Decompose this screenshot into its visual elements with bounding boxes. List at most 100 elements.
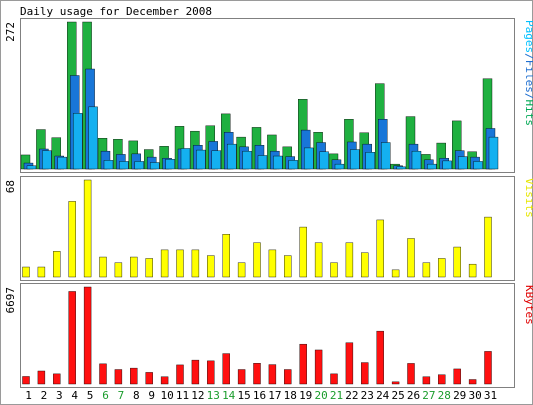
bar-pages-day-11 [180,148,191,170]
bar-pages-day-25 [396,166,406,170]
legend-part-kbytes-0: KBytes [523,285,533,325]
panel-legend-hits-files-pages: Pages/Files/Hits [523,20,533,126]
bar-kbytes-day-1 [22,376,30,385]
bar-visits-day-24 [376,219,384,278]
bar-pages-day-7 [119,161,129,170]
chart-title: Daily usage for December 2008 [20,5,212,18]
x-label-day-3: 3 [56,389,63,402]
bar-kbytes-day-20 [314,349,323,385]
bar-pages-day-16 [257,155,268,170]
bar-kbytes-day-3 [53,373,61,385]
bar-pages-day-18 [288,160,298,170]
bar-pages-day-17 [273,155,283,170]
bar-pages-day-8 [134,161,145,170]
bar-visits-day-6 [99,256,107,278]
bar-visits-day-20 [314,242,323,278]
bar-pages-day-12 [196,149,206,170]
bar-visits-day-17 [268,249,277,278]
x-label-day-17: 17 [268,389,281,402]
panel-max-label-kbytes: 6697 [4,287,17,314]
panel-visits: 68 Visits [4,176,533,281]
panel-max-label-visits: 68 [4,180,17,193]
bar-visits-day-23 [361,252,369,278]
bar-pages-day-30 [473,161,483,170]
panel-max-label-hits-files-pages: 272 [4,22,17,42]
x-label-day-8: 8 [133,389,140,402]
bar-pages-day-6 [103,160,114,170]
bar-pages-day-23 [365,152,375,170]
legend-part-hits-files-pages-0: Pages [523,20,533,53]
x-label-day-12: 12 [191,389,204,402]
bar-kbytes-day-2 [37,370,46,385]
x-label-day-15: 15 [237,389,250,402]
bar-kbytes-day-30 [468,379,477,385]
x-label-day-24: 24 [376,389,390,402]
x-label-day-20: 20 [314,389,327,402]
x-label-day-16: 16 [253,389,266,402]
bar-visits-day-22 [345,242,354,278]
legend-part-hits-files-pages-4: Hits [523,100,533,127]
legend-part-visits-0: Visits [523,178,533,218]
bar-kbytes-day-6 [99,363,107,385]
x-label-day-13: 13 [207,389,220,402]
bar-pages-day-26 [411,150,422,170]
bar-visits-day-31 [484,216,492,278]
bar-kbytes-day-9 [145,372,153,385]
bar-kbytes-day-17 [268,364,277,385]
bar-visits-day-26 [407,238,415,278]
bar-kbytes-day-19 [299,343,307,385]
bar-kbytes-day-16 [253,363,261,385]
bar-pages-day-2 [42,150,52,170]
x-label-day-7: 7 [118,389,125,402]
bar-pages-day-29 [458,156,468,170]
x-label-day-9: 9 [148,389,155,402]
bar-kbytes-day-5 [83,286,92,385]
x-label-day-10: 10 [160,389,173,402]
bar-visits-day-25 [391,269,400,278]
bar-visits-day-4 [68,201,76,278]
bar-visits-day-21 [330,262,338,278]
bar-kbytes-day-29 [453,368,461,385]
x-label-day-28: 28 [438,389,451,402]
bar-pages-day-21 [334,163,345,170]
bar-visits-day-27 [422,262,431,278]
x-label-day-31: 31 [484,389,497,402]
bar-kbytes-day-26 [407,363,415,385]
legend-part-hits-files-pages-3: / [523,93,533,100]
panel-kbytes: 6697 KBytes [4,283,533,388]
bar-visits-day-28 [438,258,446,278]
bar-kbytes-day-25 [391,381,400,385]
x-label-day-29: 29 [453,389,466,402]
bar-pages-day-24 [381,142,391,170]
bar-pages-day-4 [72,113,83,170]
bar-kbytes-day-21 [330,373,338,385]
panel-frame-kbytes [20,283,515,388]
bar-pages-day-15 [242,150,252,170]
bar-visits-day-1 [22,266,30,278]
panel-legend-visits: Visits [523,178,533,218]
bar-visits-day-15 [237,262,246,278]
bar-visits-day-29 [453,246,461,278]
bar-visits-day-14 [222,234,230,278]
x-label-day-1: 1 [25,389,32,402]
bar-kbytes-day-18 [284,369,292,385]
bar-visits-day-19 [299,226,307,278]
bar-visits-day-2 [37,266,46,278]
bar-visits-day-11 [176,249,184,278]
bar-kbytes-day-11 [176,364,184,385]
x-label-day-18: 18 [284,389,297,402]
bar-kbytes-day-31 [484,351,492,385]
bar-visits-day-5 [83,179,92,278]
bar-visits-day-30 [468,263,477,278]
bar-kbytes-day-14 [222,353,230,385]
bar-kbytes-day-13 [207,360,215,385]
bar-kbytes-day-27 [422,376,431,385]
bar-pages-day-31 [488,136,499,170]
bar-kbytes-day-24 [376,330,384,385]
bar-pages-day-9 [149,162,160,170]
x-label-day-11: 11 [176,389,189,402]
bar-kbytes-day-10 [160,376,169,385]
